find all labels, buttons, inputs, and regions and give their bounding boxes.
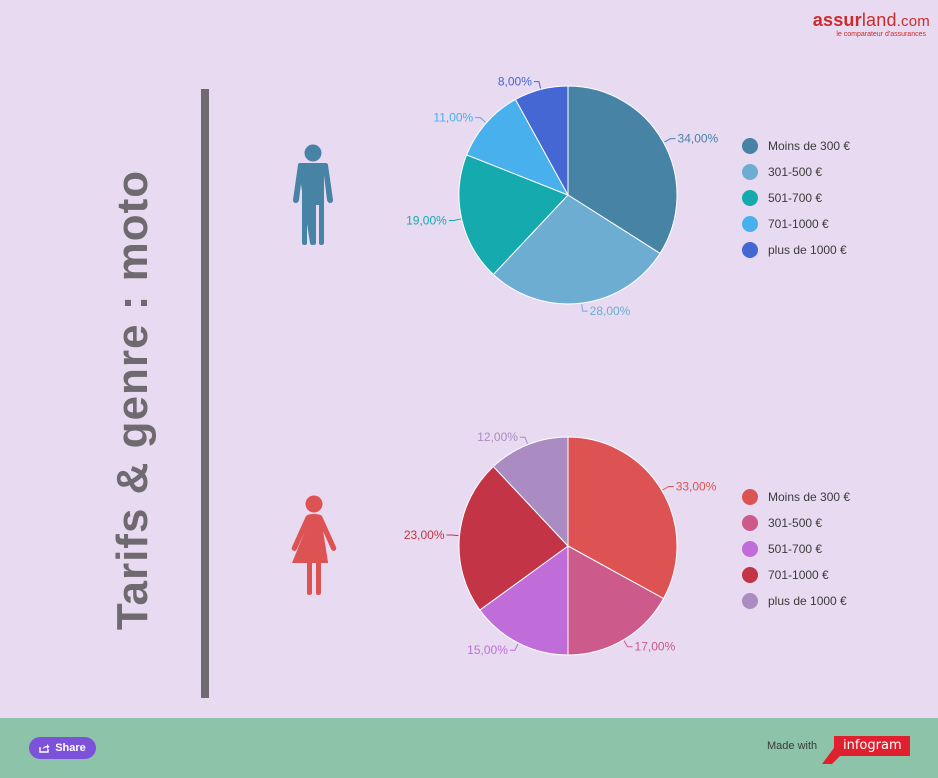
female-legend-item[interactable]: plus de 1000 € [742,588,850,614]
infographic-canvas: assurland.com le comparateur d'assurance… [108,10,930,698]
male-leader-line-0 [664,138,676,143]
male-legend-item[interactable]: Moins de 300 € [742,133,850,159]
vertical-divider [201,89,209,698]
share-button[interactable]: Share [29,737,96,759]
made-with-text: Made with [767,740,818,752]
logo-tagline: le comparateur d'assurances [836,31,926,38]
female-slice-label-4: 12,00% [477,430,518,444]
male-pie-slice-0[interactable] [567,85,678,255]
infogram-logo-text: infogram [843,738,902,753]
female-slice-label-3: 23,00% [404,528,445,542]
legend-label: 501-700 € [768,191,823,205]
legend-swatch [742,138,758,154]
male-legend-item[interactable]: 701-1000 € [742,211,850,237]
male-pie-slice-4[interactable] [514,85,569,196]
legend-swatch [742,190,758,206]
female-pie-slice-3[interactable] [458,465,569,611]
male-pie-slice-1[interactable] [492,194,661,305]
female-leader-line-0 [662,485,674,491]
female-pie-slice-2[interactable] [479,545,569,656]
legend-label: 701-1000 € [768,568,829,582]
male-pie-slice-3[interactable] [466,98,570,196]
female-legend: Moins de 300 € 301-500 € 501-700 € 701-1000… [742,484,850,614]
male-legend: Moins de 300 € 301-500 € 501-700 € 701-1000… [742,133,850,263]
male-leader-line-1 [581,304,588,312]
legend-swatch [742,515,758,531]
female-legend-item[interactable]: 301-500 € [742,510,850,536]
legend-swatch [742,541,758,557]
legend-label: Moins de 300 € [768,139,851,153]
female-leader-line-2 [509,643,519,651]
male-slice-label-1: 28,00% [590,304,631,318]
male-slice-label-4: 8,00% [498,75,532,89]
pie-charts-svg: 34,00% 28,00% 19,00% 11,00% 8,00% 33,00% 17,00… [404,75,719,658]
male-legend-item[interactable]: 301-500 € [742,159,850,185]
logo-wordmark: assurland.com [780,10,930,32]
female-legend-item[interactable]: Moins de 300 € [742,484,850,510]
female-slice-label-0: 33,00% [676,479,717,493]
female-pie-slice-1[interactable] [567,545,665,656]
male-person-icon [292,143,334,252]
assurland-logo[interactable]: assurland.com le comparateur d'assurance… [780,10,930,39]
legend-label: 701-1000 € [768,217,829,231]
male-leader-line-2 [448,218,461,222]
logo-part-3: .com [896,13,930,30]
female-legend-item[interactable]: 701-1000 € [742,562,850,588]
legend-swatch [742,567,758,583]
male-legend-item[interactable]: plus de 1000 € [742,237,850,263]
male-slice-label-0: 34,00% [678,132,719,146]
footer-bar: Share Made with infogram [0,718,938,778]
legend-swatch [742,216,758,232]
female-pie-slice-0[interactable] [567,436,678,600]
logo-part-1: assur [812,10,862,30]
legend-swatch [742,242,758,258]
female-legend-item[interactable]: 501-700 € [742,536,850,562]
female-leader-line-1 [623,640,633,648]
legend-swatch [742,489,758,505]
male-legend-item[interactable]: 501-700 € [742,185,850,211]
female-slice-label-2: 15,00% [467,643,508,657]
legend-label: 301-500 € [768,516,823,530]
female-slice-label-1: 17,00% [635,640,676,654]
legend-label: Moins de 300 € [768,490,851,504]
male-leader-line-4 [533,81,542,89]
legend-swatch [742,164,758,180]
female-person-icon [290,495,338,602]
male-leader-line-3 [475,117,486,123]
female-pie-slice-4[interactable] [492,436,569,548]
male-slice-label-3: 11,00% [433,111,473,125]
male-pie-slice-2[interactable] [458,154,569,276]
legend-label: plus de 1000 € [768,243,847,257]
female-leader-line-4 [519,436,528,444]
male-slice-label-2: 19,00% [406,214,447,228]
legend-swatch [742,593,758,609]
female-leader-line-3 [446,534,459,537]
share-icon [39,744,50,753]
legend-label: plus de 1000 € [768,594,847,608]
legend-label: 501-700 € [768,542,823,556]
share-label: Share [55,742,86,754]
logo-part-2: land [861,10,897,30]
legend-label: 301-500 € [768,165,823,179]
infogram-badge[interactable] [822,736,910,764]
